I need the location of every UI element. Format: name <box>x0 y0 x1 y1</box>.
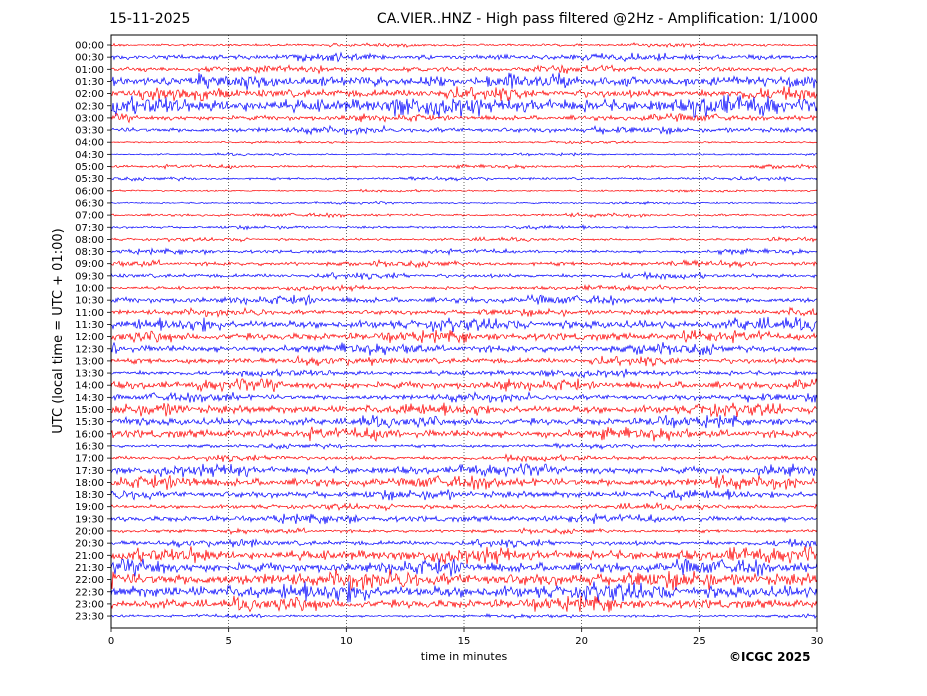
y-tick-label: 09:30 <box>75 271 104 282</box>
trace-0630 <box>110 200 818 206</box>
y-tick-label: 15:30 <box>75 417 104 428</box>
x-tick-label: 5 <box>225 636 231 647</box>
y-tick-label: 00:00 <box>75 41 104 52</box>
y-tick-label: 16:30 <box>75 441 104 452</box>
trace-0900 <box>110 258 818 269</box>
trace-2330 <box>110 613 818 620</box>
y-tick-label: 21:00 <box>75 551 104 562</box>
y-tick-label: 13:00 <box>75 356 104 367</box>
y-tick-label: 11:00 <box>75 308 104 319</box>
y-tick-label: 15:00 <box>75 405 104 416</box>
y-tick-label: 20:30 <box>75 539 104 550</box>
y-tick-label: 03:30 <box>75 126 104 137</box>
trace-2130 <box>110 558 818 577</box>
trace-1400 <box>110 378 818 393</box>
trace-0930 <box>110 270 818 281</box>
y-tick-label: 06:30 <box>75 198 104 209</box>
trace-1900 <box>110 501 818 512</box>
trace-0130 <box>110 72 818 90</box>
y-tick-label: 18:30 <box>75 490 104 501</box>
trace-0300 <box>110 112 818 124</box>
y-tick-label: 18:00 <box>75 478 104 489</box>
trace-0830 <box>110 247 818 256</box>
y-tick-label: 04:30 <box>75 150 104 161</box>
y-tick-label: 22:30 <box>75 587 104 598</box>
trace-0530 <box>110 175 818 183</box>
x-tick-label: 20 <box>575 636 588 647</box>
y-axis-label: UTC (local time = UTC + 01:00) <box>51 228 66 433</box>
y-tick-label: 22:00 <box>75 575 104 586</box>
x-tick-label: 0 <box>108 636 114 647</box>
trace-1230 <box>110 341 818 356</box>
trace-0100 <box>110 64 818 75</box>
y-tick-label: 01:30 <box>75 77 104 88</box>
trace-0200 <box>110 86 818 102</box>
x-tick-group: 0 5 10 15 20 25 30 <box>108 628 824 647</box>
y-tick-label: 12:00 <box>75 332 104 343</box>
y-tick-label: 03:00 <box>75 113 104 124</box>
y-tick-label: 13:30 <box>75 369 104 380</box>
y-tick-label: 09:00 <box>75 259 104 270</box>
trace-0330 <box>110 124 818 136</box>
trace-0000 <box>110 42 818 48</box>
trace-0030 <box>110 51 818 63</box>
y-tick-label: 20:00 <box>75 527 104 538</box>
x-tick-label: 15 <box>458 636 471 647</box>
traces-group <box>110 42 818 620</box>
y-tick-label: 07:30 <box>75 223 104 234</box>
y-tick-label: 05:30 <box>75 174 104 185</box>
y-tick-label: 01:00 <box>75 65 104 76</box>
x-axis-label: time in minutes <box>421 650 508 663</box>
trace-1200 <box>110 329 818 344</box>
trace-0730 <box>110 224 818 231</box>
y-tick-label: 05:00 <box>75 162 104 173</box>
trace-2300 <box>110 595 818 613</box>
trace-0230 <box>110 94 818 118</box>
trace-1600 <box>110 426 818 442</box>
y-tick-label: 08:30 <box>75 247 104 258</box>
date-label: 15-11-2025 <box>109 11 191 27</box>
y-tick-label: 04:00 <box>75 138 104 149</box>
y-tick-label: 08:00 <box>75 235 104 246</box>
y-tick-label: 21:30 <box>75 563 104 574</box>
y-tick-label: 16:00 <box>75 429 104 440</box>
trace-1730 <box>110 463 818 478</box>
copyright-label: ©ICGC 2025 <box>729 650 811 664</box>
y-tick-label: 10:00 <box>75 284 104 295</box>
y-tick-label: 02:30 <box>75 101 104 112</box>
y-tick-label: 11:30 <box>75 320 104 331</box>
trace-2030 <box>110 538 818 549</box>
y-tick-label: 17:30 <box>75 466 104 477</box>
trace-0400 <box>110 140 818 145</box>
gridlines-group <box>228 35 700 628</box>
y-tick-label: 19:30 <box>75 514 104 525</box>
trace-1300 <box>110 354 818 368</box>
trace-0430 <box>110 152 818 157</box>
x-tick-label: 25 <box>693 636 706 647</box>
y-tick-label: 17:00 <box>75 454 104 465</box>
y-tick-label: 19:00 <box>75 502 104 513</box>
x-tick-label: 10 <box>340 636 353 647</box>
x-tick-label: 30 <box>811 636 824 647</box>
trace-1430 <box>110 391 818 403</box>
trace-0600 <box>110 188 818 193</box>
y-tick-label: 14:30 <box>75 393 104 404</box>
trace-1100 <box>110 306 818 318</box>
y-tick-label: 07:00 <box>75 211 104 222</box>
y-tick-label: 06:00 <box>75 186 104 197</box>
y-tick-label: 10:30 <box>75 296 104 307</box>
trace-0500 <box>110 163 818 170</box>
y-tick-label: 00:30 <box>75 53 104 64</box>
y-tick-label: 02:00 <box>75 89 104 100</box>
chart-title: CA.VIER..HNZ - High pass filtered @2Hz -… <box>376 11 818 27</box>
trace-1330 <box>110 368 818 379</box>
y-tick-label: 14:00 <box>75 381 104 392</box>
y-tick-label: 23:30 <box>75 612 104 623</box>
trace-1630 <box>110 442 818 450</box>
y-tick-label: 12:30 <box>75 344 104 355</box>
y-tick-label: 23:00 <box>75 599 104 610</box>
